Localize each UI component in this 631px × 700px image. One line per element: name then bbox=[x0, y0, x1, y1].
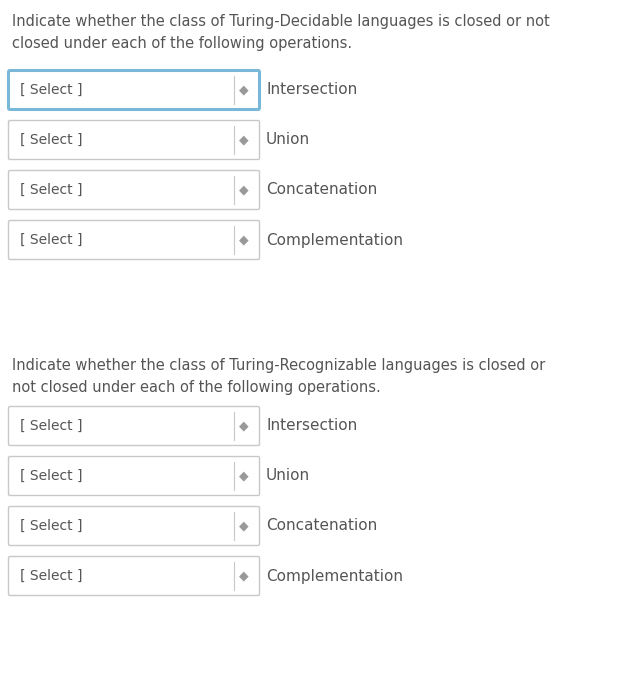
FancyBboxPatch shape bbox=[8, 171, 259, 209]
Text: ◆: ◆ bbox=[239, 519, 249, 533]
Text: [ Select ]: [ Select ] bbox=[20, 83, 83, 97]
FancyBboxPatch shape bbox=[8, 407, 259, 445]
Text: Concatenation: Concatenation bbox=[266, 183, 377, 197]
Text: Union: Union bbox=[266, 468, 310, 484]
Text: [ Select ]: [ Select ] bbox=[20, 569, 83, 583]
Text: Intersection: Intersection bbox=[266, 83, 357, 97]
Text: Concatenation: Concatenation bbox=[266, 519, 377, 533]
Text: [ Select ]: [ Select ] bbox=[20, 519, 83, 533]
FancyBboxPatch shape bbox=[8, 507, 259, 545]
Text: Union: Union bbox=[266, 132, 310, 148]
Text: Indicate whether the class of Turing-Recognizable languages is closed or
not clo: Indicate whether the class of Turing-Rec… bbox=[12, 358, 545, 395]
FancyBboxPatch shape bbox=[8, 456, 259, 496]
Text: ◆: ◆ bbox=[239, 470, 249, 482]
Text: ◆: ◆ bbox=[239, 419, 249, 433]
Text: [ Select ]: [ Select ] bbox=[20, 183, 83, 197]
Text: [ Select ]: [ Select ] bbox=[20, 419, 83, 433]
FancyBboxPatch shape bbox=[8, 556, 259, 596]
Text: ◆: ◆ bbox=[239, 83, 249, 97]
Text: [ Select ]: [ Select ] bbox=[20, 133, 83, 147]
Text: Complementation: Complementation bbox=[266, 568, 403, 584]
Text: [ Select ]: [ Select ] bbox=[20, 469, 83, 483]
Text: ◆: ◆ bbox=[239, 183, 249, 197]
FancyBboxPatch shape bbox=[8, 120, 259, 160]
FancyBboxPatch shape bbox=[8, 71, 259, 109]
Text: ◆: ◆ bbox=[239, 570, 249, 582]
Text: [ Select ]: [ Select ] bbox=[20, 233, 83, 247]
Text: Indicate whether the class of Turing-Decidable languages is closed or not
closed: Indicate whether the class of Turing-Dec… bbox=[12, 14, 550, 50]
FancyBboxPatch shape bbox=[8, 220, 259, 260]
Text: Complementation: Complementation bbox=[266, 232, 403, 248]
Text: ◆: ◆ bbox=[239, 134, 249, 146]
Text: Intersection: Intersection bbox=[266, 419, 357, 433]
Text: ◆: ◆ bbox=[239, 234, 249, 246]
